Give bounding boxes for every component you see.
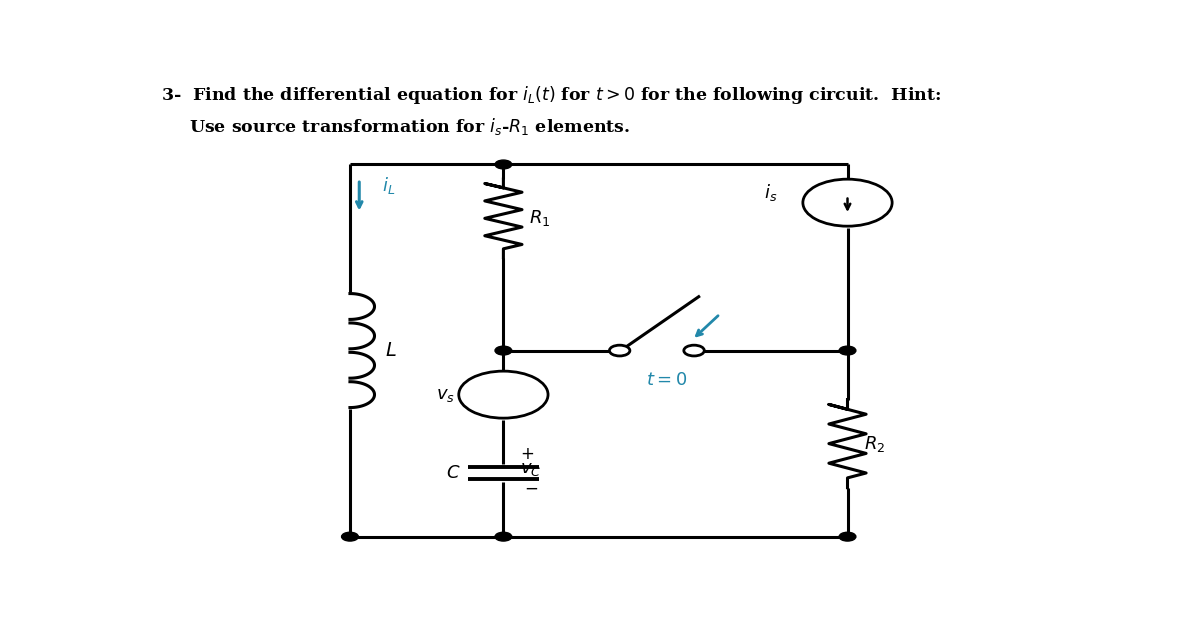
Circle shape (496, 532, 511, 541)
Text: $v_s$: $v_s$ (437, 385, 456, 404)
Circle shape (496, 346, 511, 355)
Text: +: + (504, 379, 517, 397)
Text: $C$: $C$ (445, 464, 461, 482)
Circle shape (839, 532, 856, 541)
Text: $i_L$: $i_L$ (383, 176, 396, 197)
Text: $R_2$: $R_2$ (864, 434, 886, 453)
Text: $-$: $-$ (524, 479, 538, 497)
Text: 3-  Find the differential equation for $i_L(t)$ for $t > 0$ for the following ci: 3- Find the differential equation for $i… (161, 84, 942, 106)
Text: $i_s$: $i_s$ (764, 183, 778, 204)
Circle shape (610, 345, 630, 356)
Circle shape (803, 179, 892, 226)
Text: $v_C$: $v_C$ (520, 460, 541, 478)
Text: +: + (520, 445, 534, 464)
Circle shape (342, 532, 359, 541)
Circle shape (458, 371, 548, 418)
Text: Use source transformation for $i_s$-$R_1$ elements.: Use source transformation for $i_s$-$R_1… (190, 116, 630, 137)
Circle shape (839, 346, 856, 355)
Text: $R_1$: $R_1$ (529, 209, 551, 228)
Circle shape (684, 345, 704, 356)
Text: $-$: $-$ (504, 394, 518, 411)
Circle shape (496, 160, 511, 169)
Text: $t = 0$: $t = 0$ (646, 371, 686, 389)
Text: $L$: $L$ (385, 342, 397, 359)
